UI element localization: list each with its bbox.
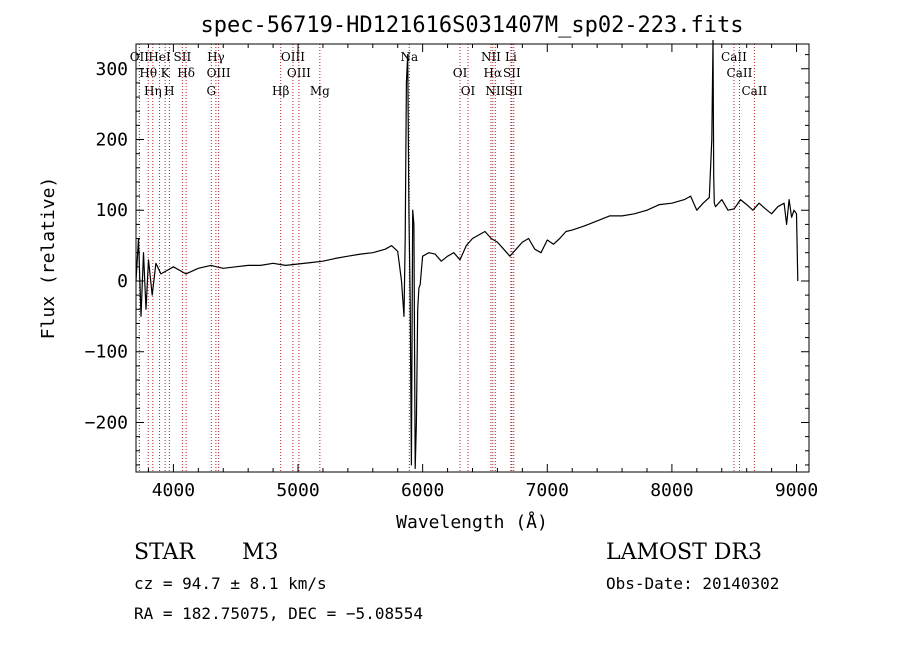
spectral-line-label-hβ: Hβ	[272, 84, 289, 98]
x-tick-label: 5000	[276, 480, 319, 501]
y-tick-label: −100	[85, 342, 128, 363]
spectral-line-label-caii: CaII	[727, 66, 753, 80]
plot-frame	[135, 43, 810, 473]
axis-ticks: 4000 5000 6000 7000 8000 9000 −200 −100 0 100 200 3…	[85, 44, 818, 501]
spectral-line-label-oiii: OIII	[281, 50, 305, 64]
spectral-line-label-caii: CaII	[721, 50, 747, 64]
x-tick-label: 6000	[401, 480, 444, 501]
spectral-line-label-sii: SII	[503, 66, 521, 80]
y-tick-label: −200	[85, 412, 128, 433]
y-axis-label: Flux (relative)	[38, 177, 59, 340]
spectral-line-label-oi: OI	[461, 84, 476, 98]
spectral-line-label-hθ: Hθ	[139, 66, 157, 80]
spectral-line-label-g: G	[206, 84, 216, 98]
x-tick-label: 7000	[526, 480, 569, 501]
y-tick-label: 200	[95, 130, 128, 151]
spectral-subclass: M3	[242, 540, 279, 565]
series-layer	[135, 39, 799, 470]
y-tick-label: 300	[95, 59, 128, 80]
spectral-line-label-sii: SII	[505, 84, 523, 98]
spectral-line-label-oiii: OIII	[287, 66, 311, 80]
spectral-line-label-nii: NII	[481, 50, 501, 64]
observation-date: Obs-Date: 20140302	[606, 574, 780, 593]
x-tick-label: 4000	[152, 480, 195, 501]
x-tick-label: 8000	[650, 480, 693, 501]
spectral-line-label-nii: NII	[485, 84, 505, 98]
survey-name: LAMOST DR3	[606, 540, 762, 565]
spectral-line-markers: OII Hθ Hη HeI KH SII Hδ G Hγ OIII Hβ OIII OIII Mg Na OI…	[130, 44, 768, 472]
spectral-line-label-oii: OII	[130, 50, 150, 64]
x-axis-label: Wavelength (Å)	[396, 511, 548, 533]
spectral-line-label-hδ: Hδ	[177, 66, 195, 80]
redshift-cz: cz = 94.7 ± 8.1 km/s	[134, 574, 327, 593]
spectral-line-label-li: Li	[505, 50, 517, 64]
spectral-line-label-hei: HeI	[148, 50, 171, 64]
spectral-line-label-oiii: OIII	[207, 66, 231, 80]
y-tick-label: 100	[95, 200, 128, 221]
series-flux	[135, 39, 799, 470]
spectral-line-label-sii: SII	[174, 50, 192, 64]
y-tick-label: 0	[117, 271, 128, 292]
spectral-line-label-hγ: Hγ	[207, 50, 225, 64]
spectral-line-label-hη: Hη	[144, 84, 162, 98]
spectral-line-label-h: H	[164, 84, 174, 98]
coordinates: RA = 182.75075, DEC = −5.08554	[134, 604, 423, 623]
spectral-line-label-hα: Hα	[484, 66, 503, 80]
spectral-line-label-oi: OI	[453, 66, 468, 80]
spectral-line-label-na: Na	[400, 50, 418, 64]
spectral-line-label-mg: Mg	[310, 84, 330, 98]
object-class: STAR	[134, 540, 195, 565]
x-tick-label: 9000	[775, 480, 818, 501]
spectral-line-label-k: K	[161, 66, 171, 80]
spectral-line-label-caii: CaII	[741, 84, 767, 98]
chart-title: spec-56719-HD121616S031407M_sp02-223.fit…	[200, 13, 743, 38]
